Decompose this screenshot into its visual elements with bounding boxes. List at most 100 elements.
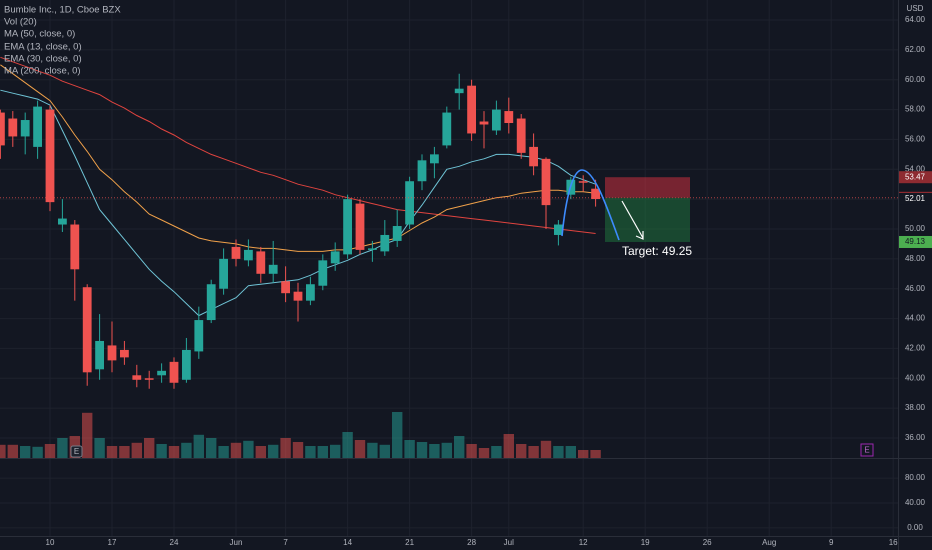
- y-tick-label: 62.00: [905, 45, 926, 54]
- candle-body: [231, 246, 241, 259]
- volume-bar: [590, 450, 601, 458]
- candle-body: [479, 121, 489, 125]
- candle-body: [107, 345, 117, 361]
- volume-bar: [416, 442, 428, 458]
- x-tick-label: 16: [889, 538, 898, 547]
- candle-body: [454, 88, 464, 94]
- volume-bar: [106, 446, 118, 458]
- candle-body: [206, 284, 216, 321]
- volume-bar: [168, 446, 180, 458]
- x-tick-label: 26: [703, 538, 712, 547]
- legend-item: EMA (30, close, 0): [4, 54, 82, 65]
- volume-bar: [94, 438, 105, 458]
- volume-bar: [354, 440, 366, 458]
- x-tick-label: 9: [829, 538, 834, 547]
- volume-bar: [392, 412, 403, 458]
- candle-body: [120, 349, 129, 358]
- candle-body: [169, 361, 179, 383]
- volume-bar: [243, 440, 254, 458]
- x-tick-label: 17: [108, 538, 117, 547]
- candle-body: [541, 158, 551, 206]
- volume-bar: [218, 446, 229, 458]
- candle-body: [368, 248, 377, 250]
- y2-tick-label: 0.00: [907, 523, 923, 532]
- volume-bar: [330, 444, 341, 458]
- candle-body: [318, 260, 328, 286]
- drawn-curve: [561, 169, 620, 241]
- target-zone: [605, 197, 690, 242]
- volume-bar: [206, 438, 217, 458]
- candle-body: [194, 320, 204, 352]
- x-tick-label: 19: [641, 538, 650, 547]
- volume-bar: [57, 438, 68, 458]
- volume-bar: [44, 444, 56, 458]
- candle-body: [306, 284, 315, 301]
- candle-body: [33, 106, 42, 147]
- volume-bar: [553, 446, 564, 458]
- y-tick-label: 60.00: [905, 75, 926, 84]
- candle-body: [380, 234, 390, 252]
- position-tool: [0, 177, 898, 242]
- volume-bar: [280, 438, 291, 458]
- candle-body: [45, 109, 55, 203]
- y-tick-label: 42.00: [905, 344, 926, 353]
- volume-bar: [429, 444, 440, 458]
- volume: [0, 412, 601, 458]
- candle-body: [529, 146, 538, 167]
- x-tick-label: 10: [46, 538, 55, 547]
- volume-bar: [82, 412, 93, 458]
- x-tick-label: Aug: [762, 538, 776, 547]
- price-badge: [899, 235, 932, 248]
- volume-bar: [565, 446, 576, 458]
- event-icon: [70, 445, 83, 458]
- candles: [0, 73, 600, 389]
- candle-body: [144, 378, 154, 380]
- event-label: E: [864, 446, 869, 455]
- volume-bar: [342, 432, 353, 458]
- volume-bar: [292, 442, 304, 458]
- volume-bar: [0, 444, 6, 458]
- candle-body: [554, 224, 563, 235]
- arrow-line: [621, 200, 644, 239]
- indicator-lines: [0, 56, 596, 317]
- candle-body: [442, 112, 452, 146]
- event-icon: [860, 443, 874, 457]
- candle-body: [343, 199, 352, 255]
- candle-body: [8, 118, 18, 137]
- candle-body: [578, 181, 588, 183]
- x-tick-label: Jul: [504, 538, 514, 547]
- volume-bar: [540, 440, 552, 458]
- x-tick-label: 21: [405, 538, 414, 547]
- volume-bar: [144, 438, 155, 458]
- x-tick-label: 28: [467, 538, 476, 547]
- candle-body: [0, 112, 5, 146]
- y-tick-label: 54.00: [905, 164, 926, 173]
- candle-body: [467, 85, 476, 134]
- price-badge: [899, 192, 932, 205]
- candle-body: [392, 226, 402, 241]
- y-tick-label: 46.00: [905, 284, 926, 293]
- candle-body: [504, 111, 514, 124]
- volume-bar: [7, 444, 18, 458]
- y-tick-label: 44.00: [905, 314, 926, 323]
- volume-bar: [528, 446, 539, 458]
- y-tick-label: 36.00: [905, 433, 926, 442]
- volume-bar: [367, 442, 378, 458]
- candle-body: [70, 224, 80, 270]
- volume-bar: [404, 440, 415, 458]
- candle-body: [516, 118, 526, 153]
- x-tick-label: 7: [283, 538, 288, 547]
- candle-body: [417, 160, 427, 182]
- volume-bar: [131, 442, 142, 458]
- volume-bar: [181, 442, 192, 458]
- volume-bar: [230, 442, 242, 458]
- volume-bar: [156, 444, 167, 458]
- price-badge: [899, 171, 932, 184]
- volume-bar: [379, 444, 390, 458]
- volume-bar: [268, 444, 279, 458]
- axes: 64.0062.0060.0058.0056.0054.0052.0050.00…: [46, 15, 932, 547]
- price-badge-label: 49.13: [905, 237, 926, 246]
- price-badge-label: 52.01: [905, 194, 926, 203]
- candle-body: [355, 203, 365, 250]
